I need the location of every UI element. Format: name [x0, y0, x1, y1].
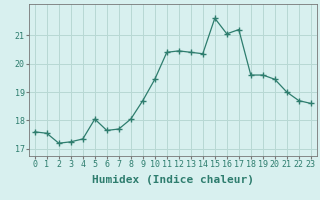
- X-axis label: Humidex (Indice chaleur): Humidex (Indice chaleur): [92, 175, 254, 185]
